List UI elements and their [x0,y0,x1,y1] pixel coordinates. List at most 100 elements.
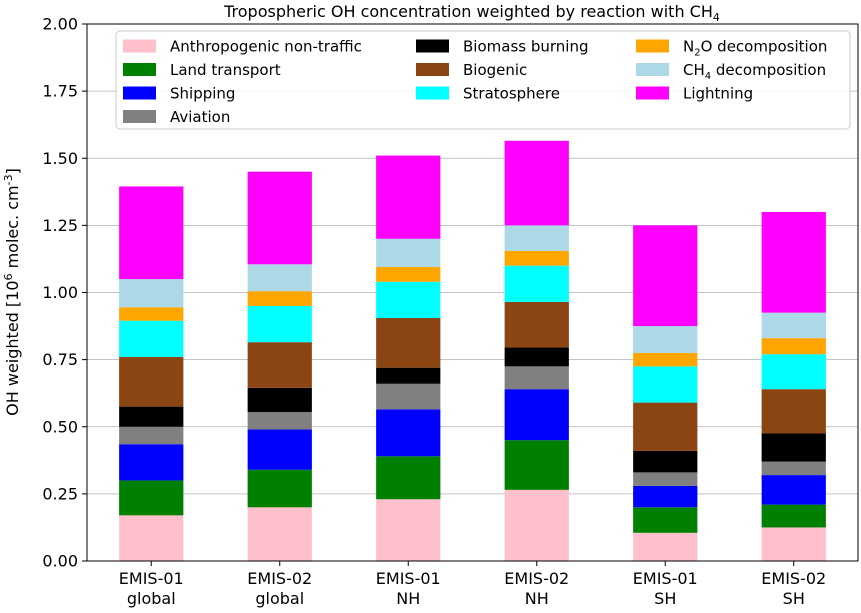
bar-segment [504,489,569,561]
y-tick-label: 0.25 [42,484,78,503]
y-tick-label: 2.00 [42,15,78,34]
x-tick-label: EMIS-01 global [119,569,184,608]
bar-segment [247,171,312,265]
bar-segment [633,507,698,533]
bar-segment [633,402,698,451]
legend-swatch [123,110,156,123]
bar-segment [119,480,184,516]
y-tick-label: 1.75 [42,82,78,101]
bar-segment [119,444,184,481]
legend-label: Stratosphere [463,85,560,103]
bar-segment [247,291,312,306]
bar-segment [247,264,312,292]
bar-segment [761,312,826,339]
bar-segment [633,326,698,353]
x-tick-label: EMIS-02 NH [504,569,569,608]
bar-segment [376,238,441,267]
legend-label: Aviation [170,108,230,126]
bar-segment [119,320,184,357]
bar-segment [376,266,441,282]
x-tick-label: EMIS-02 global [247,569,312,608]
legend: Anthropogenic non-traffic Land transport S… [115,30,851,130]
bar-segment [633,485,698,508]
legend-label: Lightning [683,85,753,103]
y-axis-label: OH weighted [106 molec. cm-3] [2,168,22,416]
bar-segment [504,389,569,441]
bar-segment [504,301,569,348]
legend-label: Biomass burning [463,38,588,56]
bar-segment [504,140,569,226]
grid-lines [87,90,858,495]
bar-segment [633,366,698,403]
chart-title: Tropospheric OH concentration weighted b… [223,2,720,24]
bar-segment [119,186,184,280]
bar-segment [247,469,312,508]
bar-segment [119,307,184,321]
bar-segment [504,225,569,251]
bar-segment [504,366,569,390]
bar-segment [761,475,826,505]
bar-segment [633,532,698,561]
bar-segment [247,411,312,430]
bar-segment [633,472,698,486]
legend-swatch [416,63,449,76]
bar-segment [761,461,826,476]
bar-segment [376,367,441,384]
bar-segment [504,440,569,490]
legend-swatch [636,63,669,76]
bar-segment [633,352,698,367]
bar-segment [247,387,312,412]
bar-segment [376,155,441,239]
legend-label: CH4 decomposition [683,61,826,82]
bar-segment [761,354,826,390]
legend-swatch [123,63,156,76]
bar-segment [247,507,312,561]
bar-segment [247,429,312,470]
bar-segment [247,342,312,388]
bar-segment [119,515,184,561]
y-tick-label: 0.00 [42,552,78,571]
bar-segment [504,250,569,266]
legend-label: Biogenic [463,61,527,79]
legend-label: Anthropogenic non-traffic [170,38,362,56]
legend-label: Land transport [170,61,281,79]
bar-segment [633,450,698,473]
legend-box [115,30,851,130]
legend-swatch [636,86,669,100]
bar-segment [119,426,184,445]
y-tick-label: 1.00 [42,283,78,302]
y-tick-label: 0.75 [42,350,78,369]
x-ticks: EMIS-01 global EMIS-02 global EMIS-01 NH EMIS-… [119,561,826,608]
x-tick-label: EMIS-02 SH [761,569,826,608]
bar-segment [761,389,826,434]
bar-segment [376,318,441,368]
bar-segment [761,527,826,561]
legend-swatch [123,39,156,53]
plot-frame [86,23,859,562]
bar-segment [761,211,826,313]
bar-segment [376,383,441,410]
bar-segment [761,433,826,462]
y-ticks: 0.00 0.25 0.50 0.75 1.00 1.25 1.50 1.75 2.00 [42,15,87,571]
y-tick-label: 1.50 [42,149,78,168]
legend-swatch [416,86,449,100]
bar-segment [119,356,184,407]
bar-segment [376,281,441,319]
bar-segment [376,499,441,561]
bar-segment [761,338,826,355]
x-tick-label: EMIS-01 NH [376,569,441,608]
bar-segment [376,456,441,500]
bar-segment [119,406,184,427]
bar-segment [119,279,184,308]
legend-swatch [123,86,156,100]
legend-label: Shipping [170,85,235,103]
bar-segment [761,504,826,528]
y-tick-label: 1.25 [42,216,78,235]
x-tick-label: EMIS-01 SH [633,569,698,608]
legend-swatch [416,39,449,53]
bar-segment [504,265,569,302]
bar-segment [633,225,698,327]
bar-segment [504,347,569,367]
bar-segment [247,305,312,343]
